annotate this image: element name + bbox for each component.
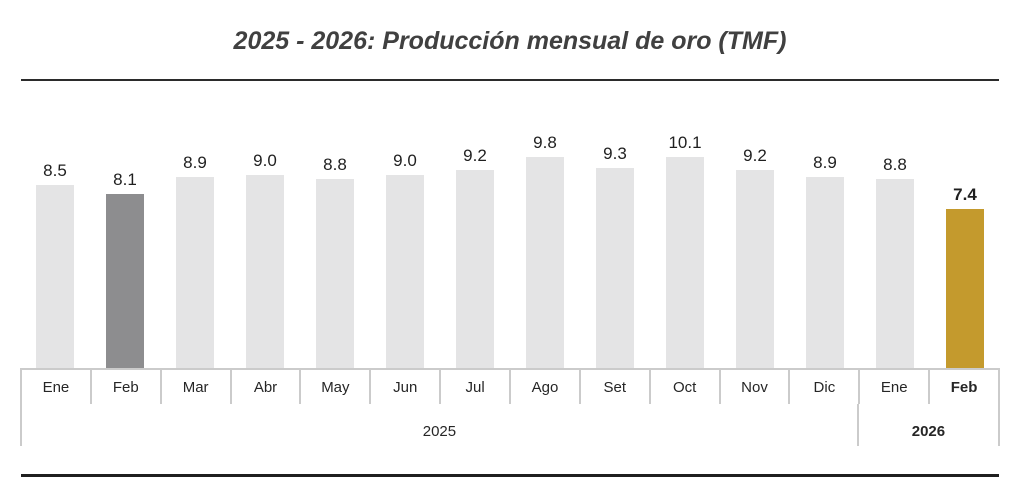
bar-column: 8.5 (20, 133, 90, 368)
bar-value-label: 9.8 (533, 133, 557, 153)
bar-value-label: 8.1 (113, 169, 137, 189)
month-tick-label: Mar (162, 370, 232, 404)
bar (736, 170, 774, 368)
plot-area: 8.5 8.1 8.9 9.0 8.8 9.0 9.2 9.8 9.3 10.1 9.2 8.9 8.8… (20, 133, 1000, 368)
bar-value-label: 8.8 (883, 154, 907, 174)
bar-value-label: 7.4 (953, 184, 977, 204)
month-tick-label: Feb (930, 370, 1001, 404)
bar (456, 170, 494, 368)
month-tick-label: Jun (371, 370, 442, 404)
bar (316, 178, 354, 368)
bar-value-label: 9.0 (253, 150, 277, 170)
chart-title: 2025 - 2026: Producción mensual de oro (… (233, 27, 787, 55)
bar-column: 10.1 (650, 133, 720, 368)
bar-column: 9.2 (720, 133, 790, 368)
month-tick-label: Feb (92, 370, 162, 404)
bar (526, 157, 564, 368)
bar-value-label: 8.5 (43, 161, 67, 181)
bar (946, 208, 984, 368)
bar-column: 8.8 (860, 133, 930, 368)
bar-value-label: 8.9 (813, 152, 837, 172)
bar (386, 174, 424, 368)
bar-value-label: 9.0 (393, 150, 417, 170)
month-tick-label: Ago (511, 370, 581, 404)
bar-column: 9.2 (440, 133, 510, 368)
bar (246, 174, 284, 368)
month-tick-label: Set (581, 370, 651, 404)
bar-value-label: 8.8 (323, 154, 347, 174)
bar-column: 7.4 (930, 133, 1000, 368)
month-tick-label: Jul (441, 370, 512, 404)
bar-column: 9.8 (510, 133, 580, 368)
month-tick-label: Ene (860, 370, 931, 404)
bar-column: 8.8 (300, 133, 370, 368)
month-tick-label: Ene (20, 370, 92, 404)
month-axis: Ene Feb Mar Abr May Jun Jul Ago Set Oct Nov Dic Ene F… (20, 368, 1001, 404)
bar-column: 9.3 (580, 133, 650, 368)
bottom-border-line (21, 474, 999, 477)
month-tick-label: Oct (651, 370, 721, 404)
bar (806, 176, 844, 368)
gold-production-bar-chart: 8.5 8.1 8.9 9.0 8.8 9.0 9.2 9.8 9.3 10.1 9.2 8.9 8.8… (20, 133, 1001, 446)
bar-column: 8.9 (160, 133, 230, 368)
bar-value-label: 9.3 (603, 144, 627, 164)
bar-value-label: 9.2 (743, 146, 767, 166)
bar (666, 157, 704, 368)
bar-value-label: 8.9 (183, 152, 207, 172)
month-tick-label: Abr (232, 370, 302, 404)
bar-value-label: 10.1 (668, 133, 702, 152)
month-tick-label: Nov (721, 370, 791, 404)
bar-column: 8.1 (90, 133, 160, 368)
bar (596, 168, 634, 368)
bar (36, 185, 74, 368)
bar (876, 178, 914, 368)
year-group-label: 2025 (20, 404, 859, 446)
bar (176, 176, 214, 368)
bar (106, 193, 144, 368)
bar-value-label: 9.2 (463, 146, 487, 166)
year-axis: 2025 2026 (20, 404, 1000, 446)
month-tick-label: May (301, 370, 372, 404)
title-divider-line (21, 79, 999, 81)
month-tick-label: Dic (790, 370, 861, 404)
bar-column: 9.0 (370, 133, 440, 368)
bar-column: 8.9 (790, 133, 860, 368)
year-group-label: 2026 (859, 404, 1000, 446)
bar-column: 9.0 (230, 133, 300, 368)
